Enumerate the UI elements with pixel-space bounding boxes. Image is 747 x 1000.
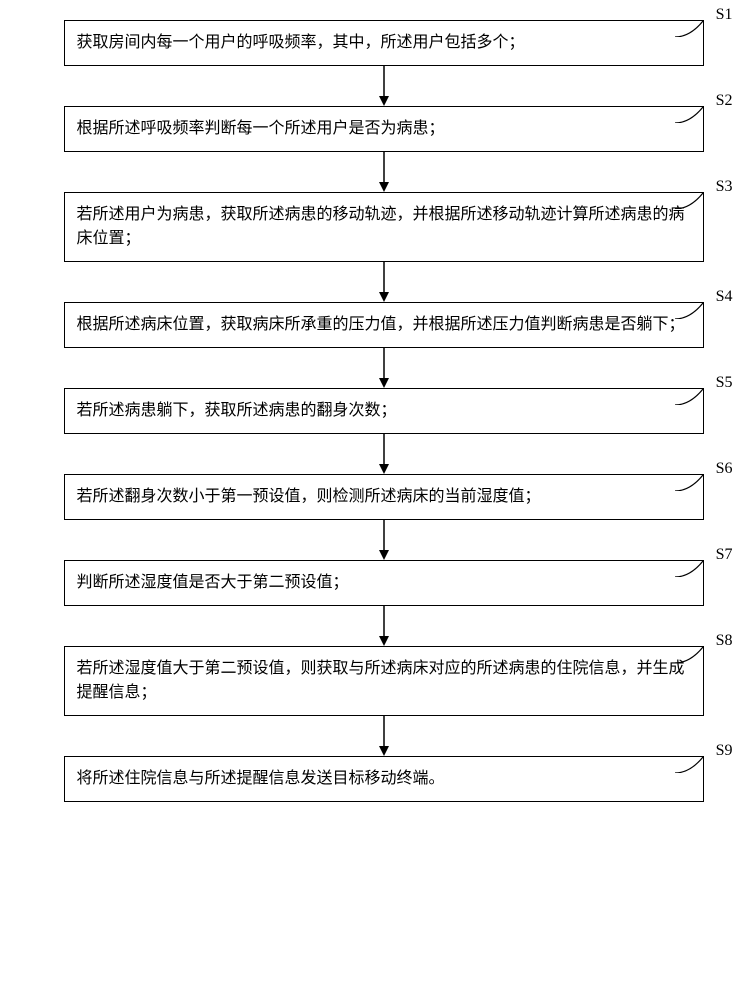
step-wrapper: S8 若所述湿度值大于第二预设值，则获取与所述病床对应的所述病患的住院信息，并生… [40,646,727,756]
step-wrapper: S1 获取房间内每一个用户的呼吸频率，其中，所述用户包括多个； [40,20,727,106]
step-box-s4: S4 根据所述病床位置，获取病床所承重的压力值，并根据所述压力值判断病患是否躺下… [64,302,704,348]
step-text: 将所述住院信息与所述提醒信息发送目标移动终端。 [77,770,445,787]
label-connector [675,387,705,405]
step-wrapper: S6 若所述翻身次数小于第一预设值，则检测所述病床的当前湿度值； [40,474,727,560]
step-box-s2: S2 根据所述呼吸频率判断每一个所述用户是否为病患； [64,106,704,152]
step-box-s1: S1 获取房间内每一个用户的呼吸频率，其中，所述用户包括多个； [64,20,704,66]
step-text: 判断所述湿度值是否大于第二预设值； [77,574,349,591]
flowchart-container: S1 获取房间内每一个用户的呼吸频率，其中，所述用户包括多个； S2 根据所述呼… [40,20,727,802]
label-connector [675,19,705,37]
arrow-icon [374,348,394,388]
step-box-s8: S8 若所述湿度值大于第二预设值，则获取与所述病床对应的所述病患的住院信息，并生… [64,646,704,716]
step-text: 若所述翻身次数小于第一预设值，则检测所述病床的当前湿度值； [77,488,541,505]
arrow-icon [374,606,394,646]
step-label: S6 [716,457,733,481]
step-wrapper: S3 若所述用户为病患，获取所述病患的移动轨迹，并根据所述移动轨迹计算所述病患的… [40,192,727,302]
step-text: 若所述湿度值大于第二预设值，则获取与所述病床对应的所述病患的住院信息，并生成提醒… [77,660,685,701]
label-connector [675,645,705,663]
step-box-s7: S7 判断所述湿度值是否大于第二预设值； [64,560,704,606]
arrow-icon [374,262,394,302]
step-label: S4 [716,285,733,309]
step-label: S8 [716,629,733,653]
step-label: S1 [716,3,733,27]
arrow-icon [374,66,394,106]
step-label: S5 [716,371,733,395]
step-text: 若所述病患躺下，获取所述病患的翻身次数； [77,402,397,419]
step-label: S9 [716,739,733,763]
step-text: 若所述用户为病患，获取所述病患的移动轨迹，并根据所述移动轨迹计算所述病患的病床位… [77,206,685,247]
step-wrapper: S9 将所述住院信息与所述提醒信息发送目标移动终端。 [40,756,727,802]
arrow-icon [374,520,394,560]
label-connector [675,559,705,577]
step-text: 根据所述病床位置，获取病床所承重的压力值，并根据所述压力值判断病患是否躺下； [77,316,685,333]
arrow-icon [374,434,394,474]
step-box-s5: S5 若所述病患躺下，获取所述病患的翻身次数； [64,388,704,434]
step-box-s9: S9 将所述住院信息与所述提醒信息发送目标移动终端。 [64,756,704,802]
label-connector [675,191,705,209]
step-wrapper: S2 根据所述呼吸频率判断每一个所述用户是否为病患； [40,106,727,192]
step-box-s6: S6 若所述翻身次数小于第一预设值，则检测所述病床的当前湿度值； [64,474,704,520]
label-connector [675,105,705,123]
label-connector [675,473,705,491]
arrow-icon [374,716,394,756]
step-wrapper: S7 判断所述湿度值是否大于第二预设值； [40,560,727,646]
step-label: S7 [716,543,733,567]
step-text: 根据所述呼吸频率判断每一个所述用户是否为病患； [77,120,445,137]
step-box-s3: S3 若所述用户为病患，获取所述病患的移动轨迹，并根据所述移动轨迹计算所述病患的… [64,192,704,262]
step-label: S3 [716,175,733,199]
arrow-icon [374,152,394,192]
step-wrapper: S5 若所述病患躺下，获取所述病患的翻身次数； [40,388,727,474]
step-label: S2 [716,89,733,113]
step-wrapper: S4 根据所述病床位置，获取病床所承重的压力值，并根据所述压力值判断病患是否躺下… [40,302,727,388]
label-connector [675,301,705,319]
label-connector [675,755,705,773]
step-text: 获取房间内每一个用户的呼吸频率，其中，所述用户包括多个； [77,34,525,51]
